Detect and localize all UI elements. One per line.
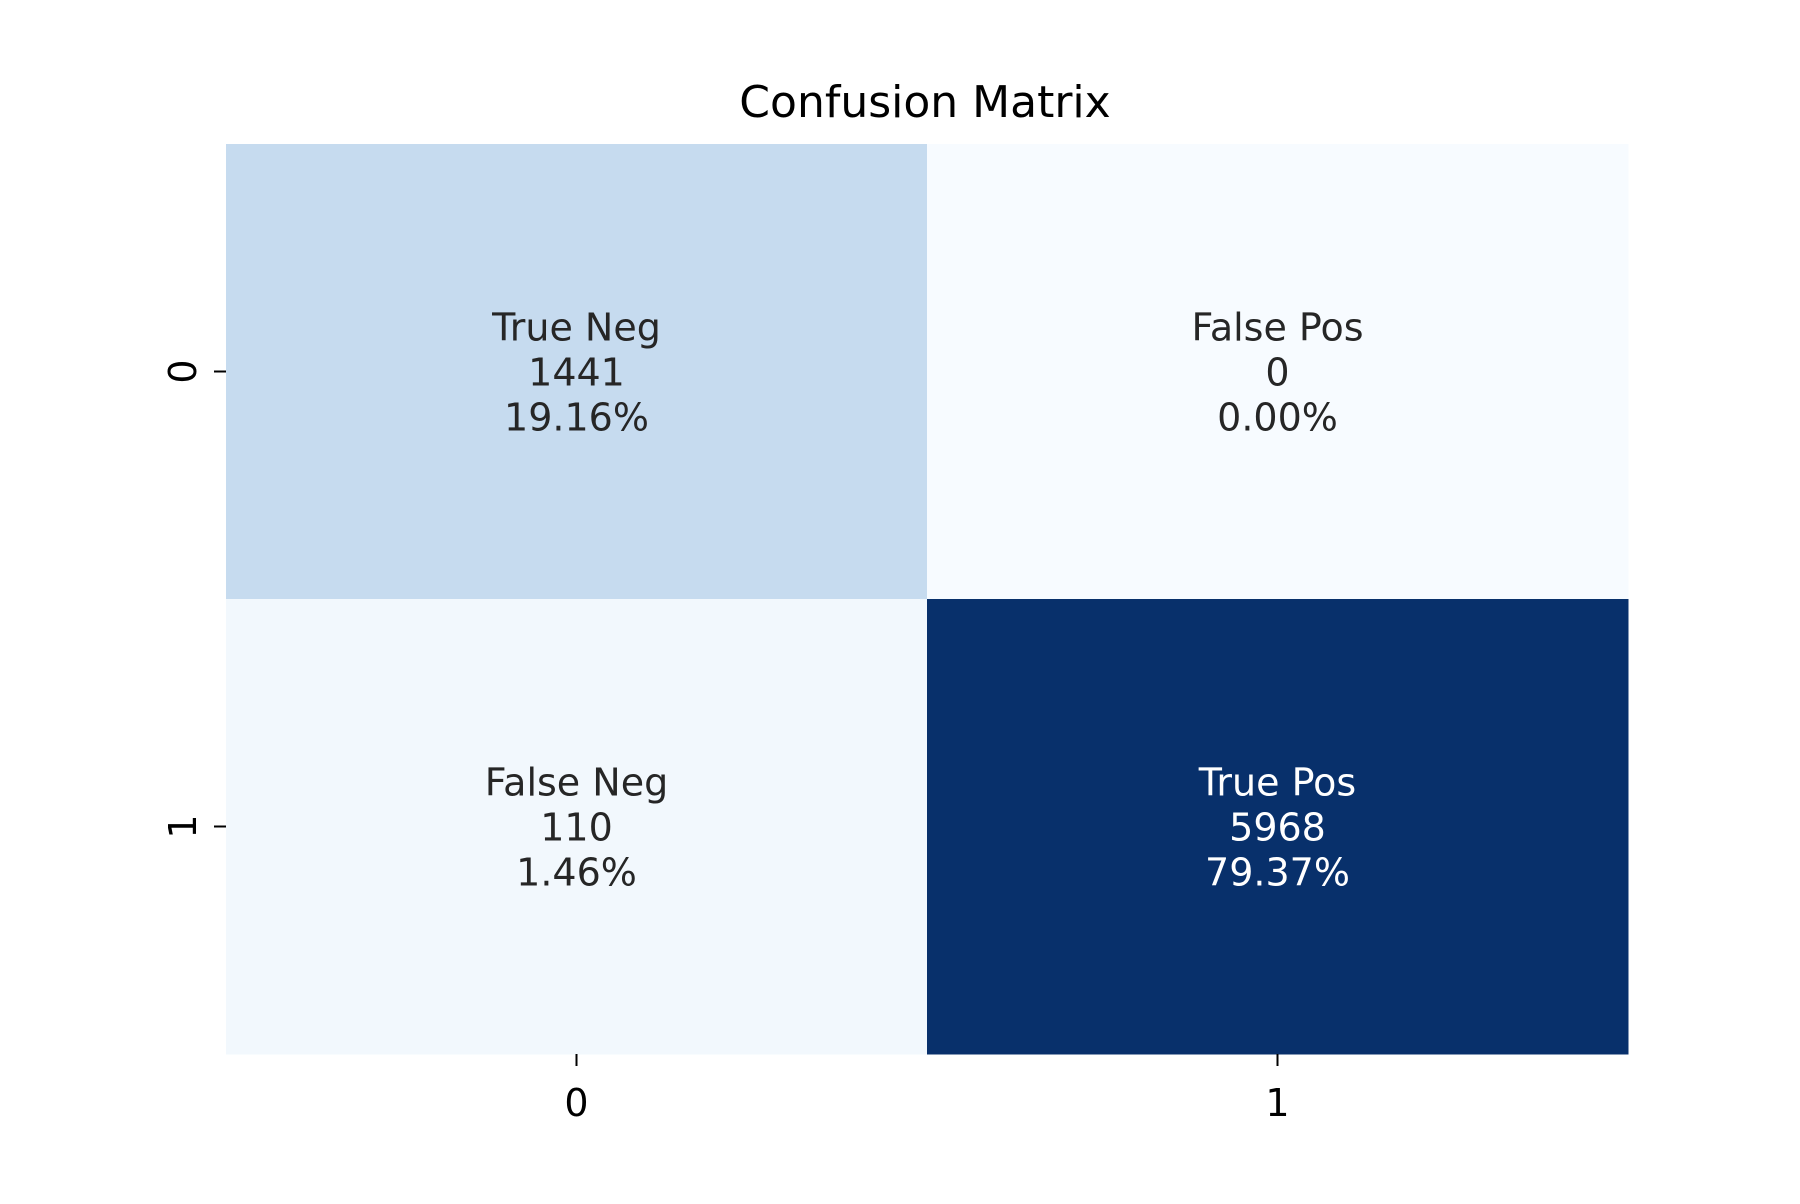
cell-count-false-pos: 0 bbox=[1265, 351, 1289, 395]
cell-label-true-neg: True Neg bbox=[491, 306, 661, 350]
cell-true-neg bbox=[226, 144, 928, 600]
cell-count-false-neg: 110 bbox=[540, 806, 613, 850]
cell-true-pos bbox=[927, 599, 1629, 1055]
x-tick-label-0: 0 bbox=[564, 1081, 588, 1125]
y-axis: 01 bbox=[161, 359, 226, 839]
heatmap-cells bbox=[226, 144, 1629, 1055]
cell-percent-false-neg: 1.46% bbox=[516, 851, 637, 895]
cell-percent-true-pos: 79.37% bbox=[1205, 851, 1350, 895]
y-tick-label-0: 0 bbox=[161, 359, 205, 383]
cell-percent-true-neg: 19.16% bbox=[504, 396, 649, 440]
cell-false-neg bbox=[226, 599, 928, 1055]
cell-label-false-neg: False Neg bbox=[485, 761, 668, 805]
chart-title: Confusion Matrix bbox=[739, 77, 1110, 128]
cell-percent-false-pos: 0.00% bbox=[1217, 396, 1338, 440]
cell-label-true-pos: True Pos bbox=[1198, 761, 1356, 805]
x-tick-label-1: 1 bbox=[1265, 1081, 1289, 1125]
cell-count-true-pos: 5968 bbox=[1229, 806, 1326, 850]
y-tick-label-1: 1 bbox=[161, 814, 205, 838]
cell-label-false-pos: False Pos bbox=[1191, 306, 1363, 350]
cell-count-true-neg: 1441 bbox=[528, 351, 625, 395]
cell-false-pos bbox=[927, 144, 1629, 600]
